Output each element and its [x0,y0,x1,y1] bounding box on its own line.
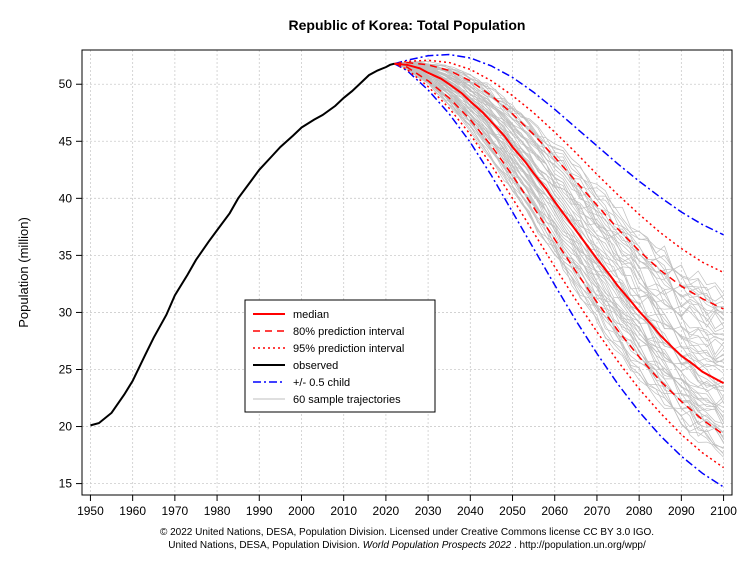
chart-container: 1950196019701980199020002010202020302040… [0,0,755,566]
x-tick-label: 2060 [541,504,568,518]
legend: median 80% prediction interval 95% predict… [245,300,435,412]
y-tick-label: 45 [59,134,73,148]
y-tick-label: 35 [59,248,73,262]
x-tick-label: 2080 [626,504,653,518]
y-tick-label: 30 [59,305,73,319]
x-tick-label: 2040 [457,504,484,518]
legend-label: +/- 0.5 child [293,377,350,389]
legend-label: observed [293,360,338,372]
caption-line-2: United Nations, DESA, Population Divisio… [168,540,646,551]
x-tick-label: 2010 [330,504,357,518]
caption-line-1: © 2022 United Nations, DESA, Population … [160,527,654,538]
x-tick-label: 2070 [584,504,611,518]
y-tick-label: 40 [59,191,73,205]
x-tick-label: 1980 [204,504,231,518]
x-tick-label: 1970 [162,504,189,518]
y-tick-label: 50 [59,77,73,91]
chart-title: Republic of Korea: Total Population [289,17,526,33]
legend-label: median [293,309,329,321]
x-tick-label: 2050 [499,504,526,518]
legend-label: 95% prediction interval [293,343,404,355]
y-tick-label: 15 [59,477,73,491]
x-tick-label: 2100 [710,504,737,518]
x-tick-label: 2020 [373,504,400,518]
x-tick-label: 2030 [415,504,442,518]
x-tick-label: 1960 [119,504,146,518]
x-tick-label: 2000 [288,504,315,518]
y-tick-label: 25 [59,362,73,376]
y-axis-label: Population (million) [16,217,31,328]
x-tick-label: 1990 [246,504,273,518]
x-tick-label: 1950 [77,504,104,518]
legend-label: 80% prediction interval [293,326,404,338]
x-tick-label: 2090 [668,504,695,518]
y-tick-label: 20 [59,420,73,434]
legend-label: 60 sample trajectories [293,394,401,406]
population-chart: 1950196019701980199020002010202020302040… [0,0,755,566]
